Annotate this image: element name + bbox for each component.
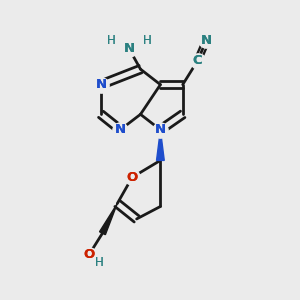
Text: C: C (193, 54, 202, 67)
Text: N: N (124, 42, 135, 56)
Text: N: N (115, 123, 126, 136)
Text: N: N (201, 34, 212, 46)
Text: H: H (95, 256, 104, 269)
Text: N: N (201, 34, 212, 46)
Text: N: N (155, 123, 166, 136)
Text: H: H (143, 34, 152, 46)
Text: H: H (95, 256, 104, 269)
Text: N: N (115, 123, 126, 136)
Text: O: O (127, 171, 138, 184)
Polygon shape (157, 130, 164, 161)
Text: O: O (127, 171, 138, 184)
Text: O: O (83, 248, 95, 261)
Text: N: N (155, 123, 166, 136)
Text: C: C (193, 54, 202, 67)
Text: O: O (83, 248, 95, 261)
Text: H: H (107, 34, 116, 46)
Polygon shape (100, 203, 117, 235)
Text: H: H (143, 34, 152, 46)
Text: N: N (95, 78, 106, 91)
Text: N: N (95, 78, 106, 91)
Text: H: H (107, 34, 116, 46)
Text: N: N (124, 42, 135, 56)
